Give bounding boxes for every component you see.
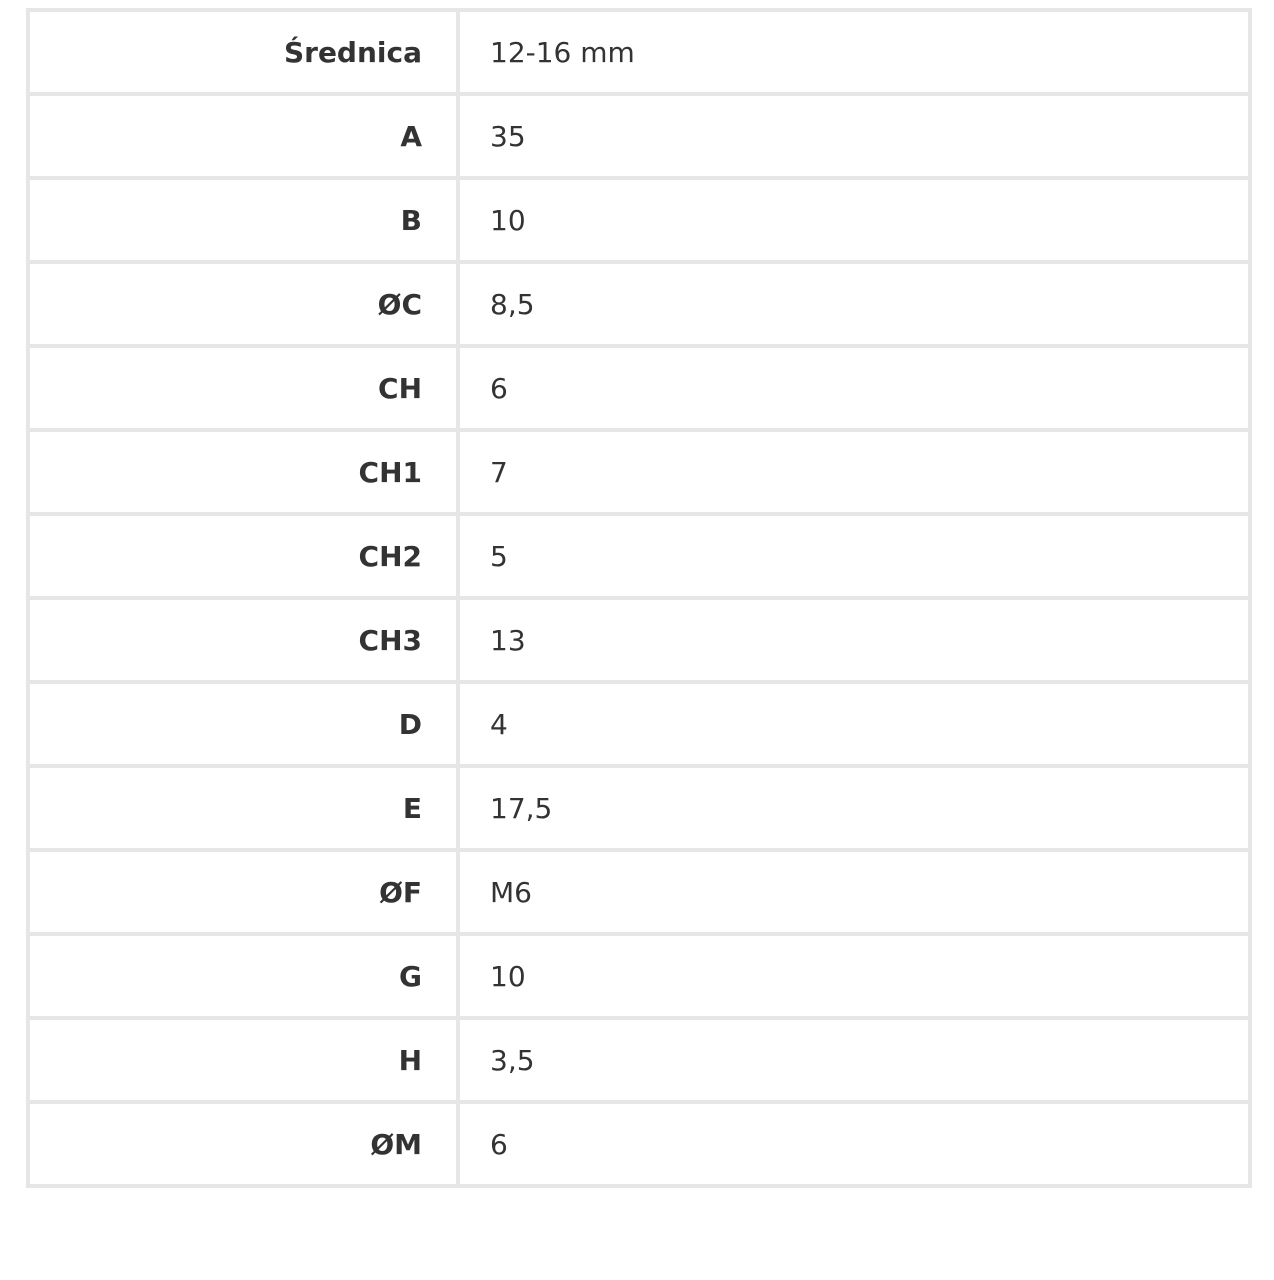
row-value: 10 — [456, 176, 1252, 264]
row-label: E — [26, 764, 460, 852]
row-label: Średnica — [26, 8, 460, 96]
row-value: 5 — [456, 512, 1252, 600]
row-value: 10 — [456, 932, 1252, 1020]
table-row: A 35 — [26, 92, 1252, 180]
row-value: 8,5 — [456, 260, 1252, 348]
row-label: CH3 — [26, 596, 460, 684]
row-value: 6 — [456, 1100, 1252, 1188]
row-value: M6 — [456, 848, 1252, 936]
table-row: B 10 — [26, 176, 1252, 264]
table-row: CH1 7 — [26, 428, 1252, 516]
row-label: A — [26, 92, 460, 180]
row-label: D — [26, 680, 460, 768]
table-row: ØM 6 — [26, 1100, 1252, 1188]
table-row: H 3,5 — [26, 1016, 1252, 1104]
row-value: 3,5 — [456, 1016, 1252, 1104]
table-row: CH2 5 — [26, 512, 1252, 600]
table-row: E 17,5 — [26, 764, 1252, 852]
row-label: H — [26, 1016, 460, 1104]
table-row: G 10 — [26, 932, 1252, 1020]
row-label: B — [26, 176, 460, 264]
table-row: CH3 13 — [26, 596, 1252, 684]
row-value: 35 — [456, 92, 1252, 180]
table-row: ØC 8,5 — [26, 260, 1252, 348]
row-label: G — [26, 932, 460, 1020]
table-row: Średnica 12-16 mm — [26, 8, 1252, 96]
row-label: CH1 — [26, 428, 460, 516]
table-row: ØF M6 — [26, 848, 1252, 936]
row-label: CH — [26, 344, 460, 432]
specification-table-body: Średnica 12-16 mm A 35 B 10 ØC 8,5 CH 6 CH1 7 CH2 5 CH… — [26, 8, 1252, 1188]
row-value: 17,5 — [456, 764, 1252, 852]
row-label: ØC — [26, 260, 460, 348]
specification-table: Średnica 12-16 mm A 35 B 10 ØC 8,5 CH 6 CH1 7 CH2 5 CH… — [26, 8, 1252, 1188]
row-value: 7 — [456, 428, 1252, 516]
row-value: 13 — [456, 596, 1252, 684]
row-value: 12-16 mm — [456, 8, 1252, 96]
table-row: CH 6 — [26, 344, 1252, 432]
row-label: CH2 — [26, 512, 460, 600]
row-value: 4 — [456, 680, 1252, 768]
row-value: 6 — [456, 344, 1252, 432]
row-label: ØM — [26, 1100, 460, 1188]
row-label: ØF — [26, 848, 460, 936]
